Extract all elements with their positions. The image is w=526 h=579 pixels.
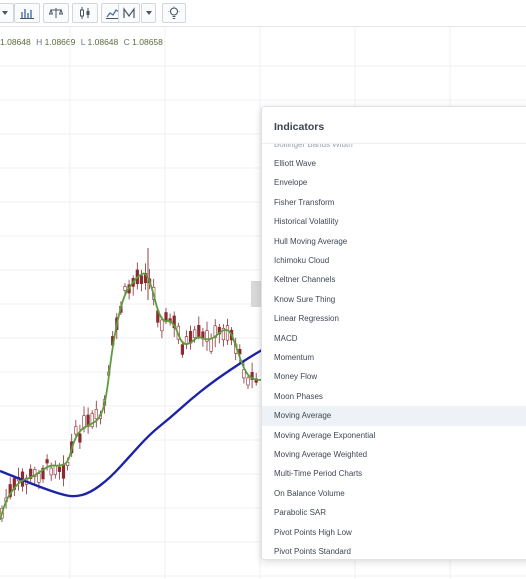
candle-body (57, 466, 61, 472)
indicator-item[interactable]: Hull Moving Average (274, 236, 348, 246)
indicators-panel-title: Indicators (274, 121, 325, 133)
candle-body (53, 465, 57, 475)
candlestick-icon[interactable] (72, 3, 98, 23)
candlestick (246, 373, 250, 389)
more-caret-icon[interactable] (141, 3, 156, 23)
indicator-item[interactable]: Know Sure Thing (274, 294, 336, 304)
indicator-item[interactable]: Moving Average (262, 406, 526, 426)
indicators-list[interactable]: Bollinger Bands Width Elliott Wave Envelo… (262, 144, 526, 556)
candlestick (205, 321, 209, 351)
compare-scale-icon[interactable] (43, 3, 69, 23)
fast-moving-average-line (0, 272, 262, 521)
indicator-item[interactable]: Multi-Time Period Charts (274, 469, 363, 479)
candle-body (61, 463, 66, 479)
candle-body (217, 326, 221, 335)
drawing-tools-icon[interactable] (118, 3, 140, 23)
candle-body (193, 329, 197, 338)
indicator-item[interactable]: On Balance Volume (274, 488, 345, 498)
candlestick (90, 410, 94, 429)
slow-moving-average-line (0, 348, 263, 498)
indicator-item[interactable]: Moving Average Exponential (274, 430, 376, 440)
indicator-item[interactable]: Pivot Points High Low (274, 527, 352, 537)
indicator-item[interactable]: Momentum (274, 353, 315, 362)
chart-toolbar (0, 0, 526, 27)
indicator-item[interactable]: Linear Regression (274, 314, 339, 324)
candle-body (29, 468, 33, 479)
candle-body (205, 330, 209, 342)
indicator-item[interactable]: Pivot Points Standard (274, 547, 351, 556)
indicator-item[interactable]: Moving Average Weighted (274, 450, 368, 459)
candle-body (41, 467, 45, 480)
candle-body (250, 372, 254, 380)
ohlc-open-value: 1.08648 (0, 37, 31, 47)
candle-body (197, 325, 201, 338)
candlestick (78, 424, 82, 449)
panel-divider (262, 143, 526, 144)
candlestick (197, 316, 201, 340)
candle-body (180, 344, 185, 355)
indicator-item[interactable]: Envelope (274, 178, 308, 188)
candlestick (61, 455, 66, 487)
ohlc-low-value: 1.08648 (87, 37, 119, 47)
candlestick (41, 465, 45, 483)
indicator-item[interactable]: Elliott Wave (274, 159, 316, 168)
candlestick (168, 313, 172, 326)
indicator-item[interactable]: Ichimoku Cloud (274, 256, 330, 265)
idea-lightbulb-icon[interactable] (162, 3, 186, 23)
candle-body (37, 473, 41, 483)
candle-body (209, 338, 213, 352)
candlestick (225, 318, 230, 345)
indicators-panel: Indicators Bollinger Bands Width Elliott… (261, 106, 526, 560)
candlestick (184, 330, 189, 350)
candle-body (123, 286, 127, 291)
indicator-item[interactable]: MACD (274, 333, 298, 343)
candle-body (246, 377, 250, 386)
candlestick (160, 316, 164, 339)
candle-body (78, 433, 82, 443)
candle-body (221, 328, 226, 341)
candlestick (221, 324, 226, 347)
scroll-handle[interactable] (251, 281, 261, 307)
ohlc-low-label: L (80, 37, 86, 47)
candlestick (131, 275, 135, 296)
candle-body (33, 469, 37, 477)
ohlc-high-value: 1.08669 (44, 37, 76, 47)
candle-body (90, 413, 94, 427)
indicator-item[interactable]: Moon Phases (274, 391, 323, 401)
candlestick (33, 466, 37, 487)
indicator-item[interactable]: Parabolic SAR (274, 508, 327, 518)
ohlc-high-label: H (36, 37, 43, 47)
indicator-item[interactable]: Historical Volatility (274, 217, 339, 227)
indicator-item[interactable]: Fisher Transform (274, 197, 335, 207)
ohlc-legend: 1.08648 H 1.08669 L 1.08648 C 1.08658 (0, 37, 163, 47)
candle-body (94, 409, 98, 420)
candlestick (29, 464, 33, 482)
candle-body (45, 459, 49, 464)
ohlc-close-value: 1.08658 (132, 37, 163, 47)
candlestick (250, 362, 254, 389)
candle-body (160, 319, 164, 332)
candlestick (94, 400, 98, 428)
bar-chart-type-icon[interactable] (14, 3, 40, 23)
candlestick (180, 341, 185, 358)
candlestick (189, 325, 193, 350)
ohlc-close-label: C (123, 37, 130, 47)
dropdown-caret-icon[interactable] (0, 3, 14, 23)
candle-body (74, 426, 78, 435)
indicator-item[interactable]: Money Flow (274, 372, 318, 382)
candle-body (139, 275, 144, 284)
candle-body (172, 315, 176, 329)
indicator-item-partial[interactable]: Bollinger Bands Width (274, 144, 353, 149)
candlestick (86, 407, 90, 434)
candle-body (225, 325, 230, 341)
candle-body (49, 467, 53, 476)
candlestick (209, 333, 213, 354)
indicator-item[interactable]: Keltner Channels (274, 275, 336, 285)
candlestick (53, 460, 57, 479)
candlestick (213, 319, 217, 348)
